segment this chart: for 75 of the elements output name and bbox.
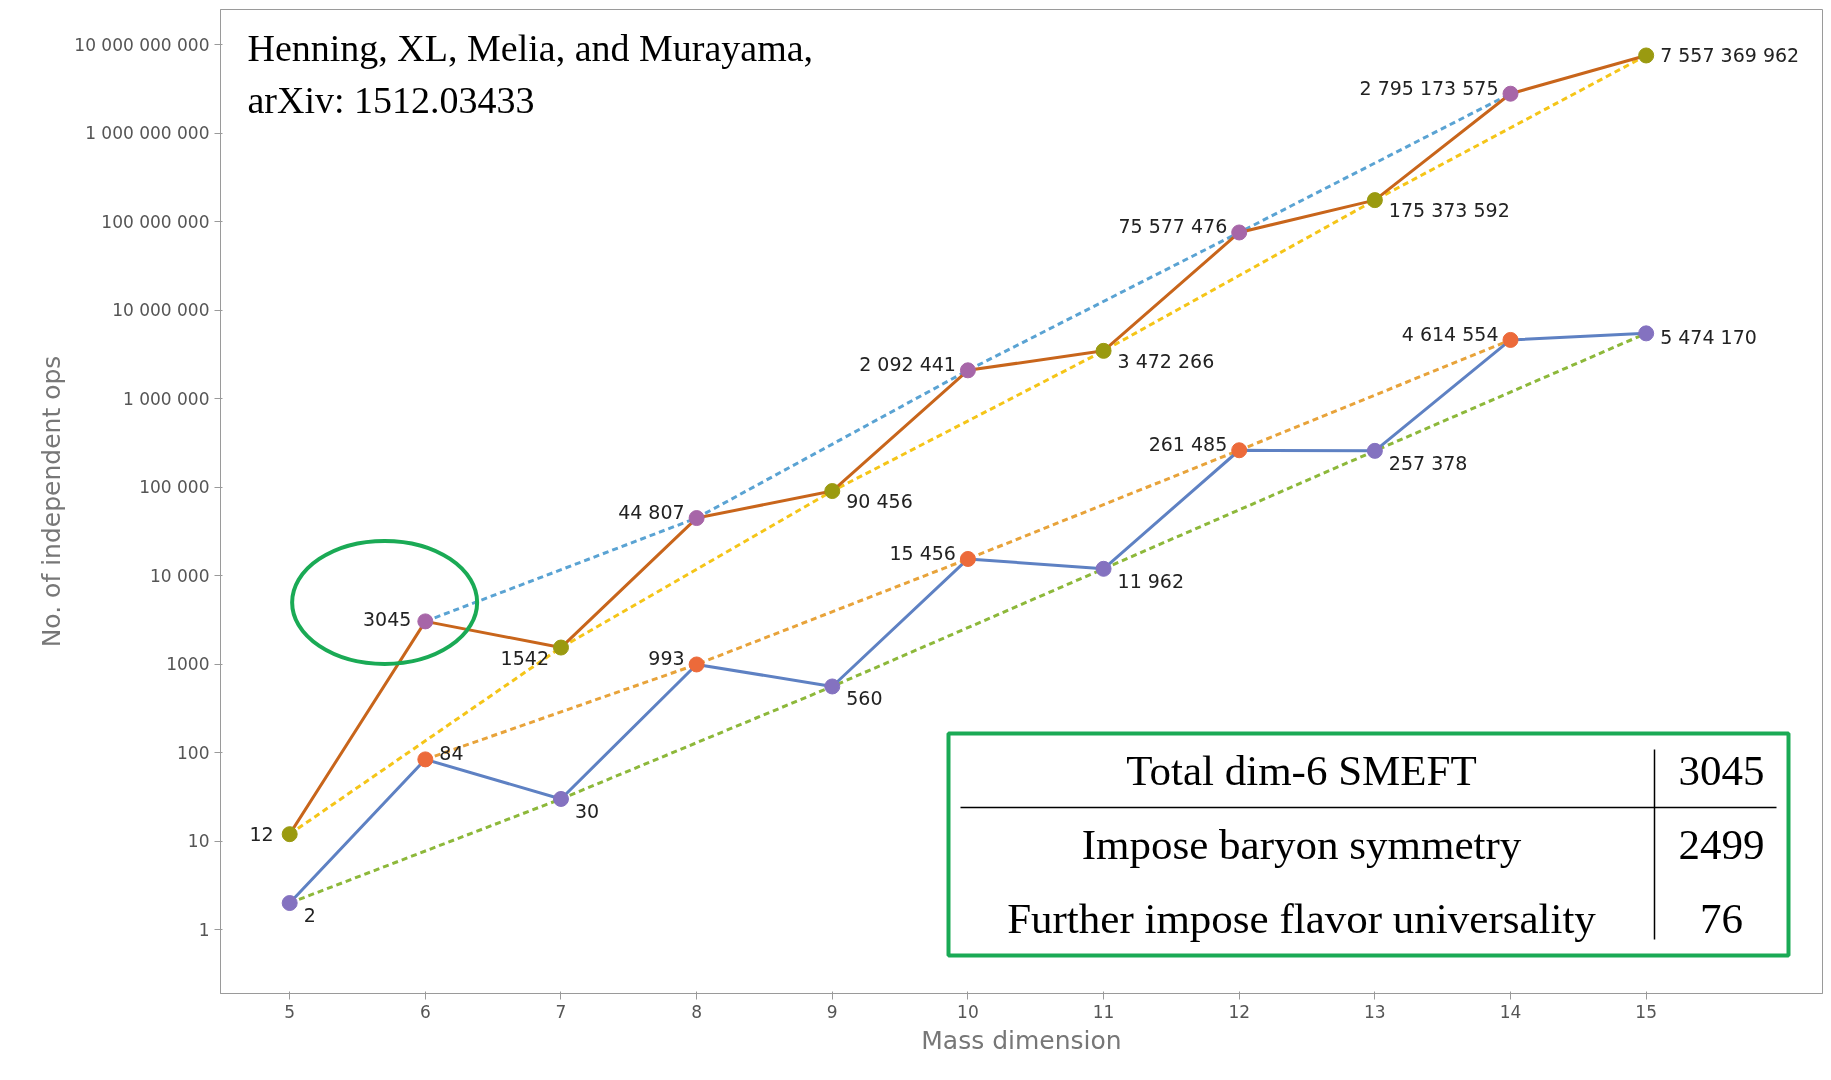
point xyxy=(1095,560,1112,577)
annotation: Total dim-6 SMEFT xyxy=(1126,747,1477,794)
data-label: 15 456 xyxy=(889,541,956,564)
y-tick-label: 1 000 000 xyxy=(122,388,210,409)
point xyxy=(417,613,434,630)
x-tick-label: 12 xyxy=(1228,1001,1251,1022)
y-tick-label: 1000 xyxy=(166,654,210,675)
y-tick-label: 10 000 xyxy=(150,565,210,586)
data-label: 44 807 xyxy=(618,501,685,524)
point xyxy=(959,550,976,567)
y-tick-label: 10 000 000 000 xyxy=(74,34,210,55)
data-label: 75 577 476 xyxy=(1118,215,1228,238)
point xyxy=(824,483,841,500)
data-label: 12 xyxy=(249,823,274,846)
x-tick-label: 11 xyxy=(1092,1001,1115,1022)
annotation: Henning, XL, Melia, and Murayama, arXiv: 1512.03433 xyxy=(247,26,814,121)
y-tick-label: 1 xyxy=(198,919,210,940)
y-tick-label: 10 xyxy=(187,831,210,852)
point xyxy=(1638,325,1655,342)
data-label: 560 xyxy=(846,687,883,710)
y-tick-label: 1 000 000 000 xyxy=(85,123,210,144)
point xyxy=(1366,442,1383,459)
point xyxy=(959,362,976,379)
x-tick-label: 5 xyxy=(284,1001,296,1022)
data-label: 4 614 554 xyxy=(1401,322,1499,345)
data-label: 3045 xyxy=(362,608,412,631)
data-label: 1542 xyxy=(500,646,549,669)
x-tick-label: 13 xyxy=(1364,1001,1386,1022)
x-tick-label: 9 xyxy=(826,1001,838,1022)
annotation: 76 xyxy=(1700,894,1743,942)
data-label: 5 474 170 xyxy=(1660,326,1757,349)
y-tick-label: 10 000 000 xyxy=(112,300,210,321)
data-label: 993 xyxy=(648,647,685,670)
data-label: 84 xyxy=(439,742,464,765)
point xyxy=(281,826,298,843)
data-label: 30 xyxy=(574,799,600,822)
point xyxy=(1231,224,1248,241)
point xyxy=(688,510,705,527)
point xyxy=(824,678,841,695)
point xyxy=(281,895,298,912)
y-axis-title: No. of independent ops xyxy=(37,355,67,648)
data-label: 261 485 xyxy=(1148,433,1228,456)
y-tick-label: 100 000 xyxy=(139,477,210,498)
point xyxy=(1502,85,1519,102)
x-tick-label: 14 xyxy=(1499,1001,1522,1022)
point xyxy=(1095,342,1112,359)
x-tick-label: 10 xyxy=(957,1001,979,1022)
data-label: 2 xyxy=(303,904,316,927)
data-label: 175 373 592 xyxy=(1388,199,1510,222)
annotation: Impose baryon symmetry xyxy=(1081,821,1522,868)
point xyxy=(417,751,434,768)
data-label: 7 557 369 962 xyxy=(1660,44,1800,67)
x-axis-title: Mass dimension xyxy=(921,1025,1122,1055)
annotation: Further impose flavor universality xyxy=(1007,895,1597,942)
point xyxy=(1638,47,1655,64)
point xyxy=(1366,192,1383,209)
data-label: 3 472 266 xyxy=(1117,349,1215,372)
x-tick-label: 7 xyxy=(555,1001,567,1022)
y-tick-label: 100 xyxy=(177,742,210,763)
x-tick-label: 8 xyxy=(691,1001,703,1022)
annotation: 2499 xyxy=(1678,820,1765,868)
x-tick-label: 15 xyxy=(1635,1001,1657,1022)
data-label: 2 795 173 575 xyxy=(1359,76,1499,99)
point xyxy=(1231,442,1248,459)
point xyxy=(552,639,569,656)
data-label: 2 092 441 xyxy=(859,353,956,376)
point xyxy=(688,656,705,673)
x-tick-label: 6 xyxy=(419,1001,431,1022)
point xyxy=(552,790,569,807)
data-label: 257 378 xyxy=(1388,451,1468,474)
annotation: 3045 xyxy=(1678,746,1765,794)
data-label: 90 456 xyxy=(846,490,913,513)
data-label: 11 962 xyxy=(1117,569,1185,592)
y-tick-label: 100 000 000 xyxy=(101,211,210,232)
point xyxy=(1502,331,1519,348)
